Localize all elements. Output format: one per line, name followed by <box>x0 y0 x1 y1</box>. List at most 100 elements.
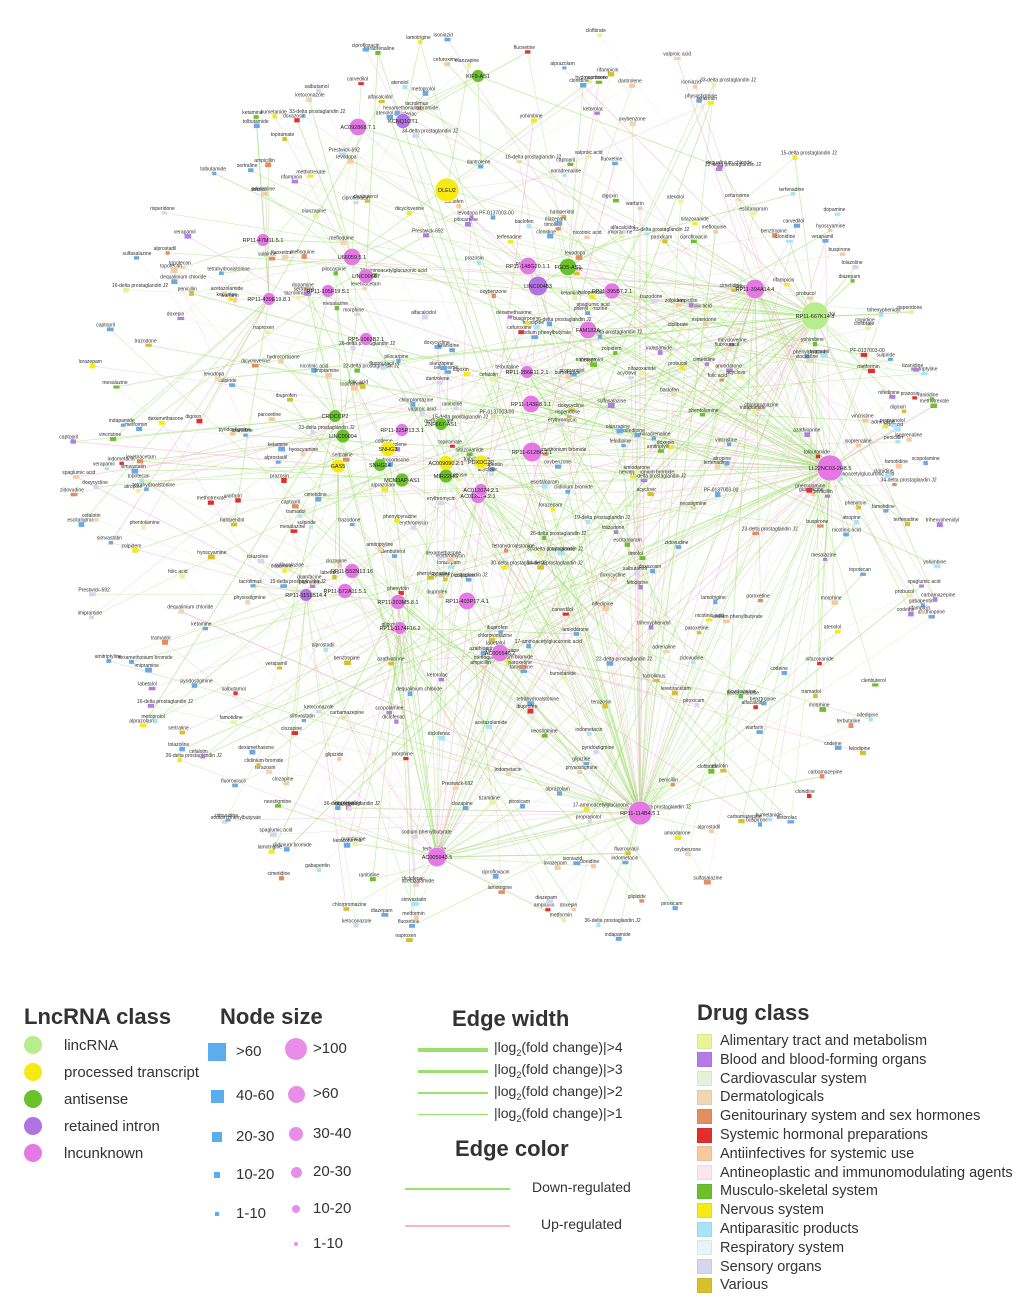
drug-label: codeine <box>375 438 393 444</box>
edge <box>530 373 925 405</box>
edge <box>537 285 825 319</box>
drug-label: nitazoxanide <box>628 366 656 372</box>
edge <box>550 236 816 317</box>
lncrna-class-label: processed transcript <box>64 1063 200 1081</box>
edge <box>397 601 438 854</box>
drug-label: naproxen <box>253 325 274 331</box>
drug-node <box>469 215 474 221</box>
drug-node <box>662 239 668 244</box>
drug-label: 23-delta prostaglandin J2 <box>742 526 798 532</box>
edge <box>436 793 560 858</box>
edge <box>308 99 353 258</box>
lncrna-node <box>359 332 373 346</box>
drug-label: mesalazine <box>102 380 128 386</box>
drug-label: levodopa <box>204 372 225 378</box>
drug-node <box>73 475 80 479</box>
drug-label: 19-delta prostaglandin J2 <box>574 515 630 521</box>
drug-node <box>135 488 141 493</box>
drug-label: glipizide <box>572 757 590 763</box>
edge <box>611 290 908 525</box>
drug-label: tizanidine <box>232 428 253 434</box>
drug-label: PF-0137003-00 <box>480 409 515 415</box>
drug-label: 36-delta prostaglandin J2 <box>324 801 380 807</box>
drug-label: simvastatin <box>121 464 146 470</box>
drug-label: dicycloverine <box>727 689 756 695</box>
edge <box>402 41 421 122</box>
edge <box>355 120 404 203</box>
lncrna-class-swatch <box>24 1090 42 1108</box>
drug-node <box>834 745 842 750</box>
drug-node <box>613 198 619 203</box>
lncrna-label: RP11-403P17.4.1 <box>445 599 488 605</box>
drug-node <box>207 500 214 505</box>
drug-node <box>806 488 813 493</box>
drug-label: 33-delta prostaglandin J2 <box>432 572 488 578</box>
drug-node <box>792 155 798 160</box>
drug-node <box>585 155 592 159</box>
node-size-square <box>215 1212 219 1216</box>
drug-node <box>648 625 654 630</box>
drug-node <box>278 876 285 881</box>
drug-label: 17-aminoacetylglucuronic acid <box>360 268 427 274</box>
lncrna-class-label: lncunknown <box>64 1144 144 1162</box>
drug-label: clofibrate <box>586 28 607 34</box>
drug-label: isoprenaline <box>845 439 872 445</box>
edge <box>91 415 336 618</box>
drug-node <box>300 451 306 457</box>
drug-node <box>266 769 273 775</box>
edge <box>256 125 270 300</box>
lncrna-label: RP11-143E8.1.1 <box>511 402 551 408</box>
edge <box>480 489 525 672</box>
drug-label: doxycycline <box>600 572 626 578</box>
drug-label: tolazoline <box>842 260 863 266</box>
drug-label: tetrahydroalstonine <box>207 266 250 272</box>
lncrna-node <box>438 468 454 484</box>
lncrna-node <box>337 583 353 599</box>
drug-node <box>820 353 828 358</box>
drug-label: pyridostigmine <box>219 427 251 433</box>
edge-color-line <box>405 1225 510 1227</box>
drug-node <box>276 666 283 670</box>
drug-label: zolpidem <box>601 346 621 352</box>
drug-node <box>423 233 430 238</box>
edge <box>527 193 794 267</box>
edge <box>148 590 346 671</box>
edge <box>814 315 905 412</box>
edge <box>545 288 756 455</box>
edge <box>819 467 831 664</box>
lncrna-class-swatch <box>24 1036 42 1054</box>
edge <box>388 627 401 713</box>
drug-node <box>634 469 641 475</box>
drug-node <box>546 321 552 327</box>
edge <box>313 370 336 417</box>
edge <box>139 435 344 462</box>
edge <box>252 585 399 603</box>
edge-color-title: Edge color <box>455 1136 569 1161</box>
drug-label: piroxicam <box>651 234 672 240</box>
drug-label: alfacalcidol <box>742 700 767 706</box>
drug-node <box>406 938 413 942</box>
drug-node <box>312 213 319 219</box>
drug-node <box>738 819 745 824</box>
edge <box>271 601 399 852</box>
drug-node <box>673 56 681 61</box>
drug-node <box>892 482 897 487</box>
drug-label: clonidine <box>579 859 599 865</box>
drug-label: metoprolol <box>580 358 603 364</box>
drug-label: alfacalcidol <box>610 225 635 231</box>
edge <box>639 213 754 814</box>
edge <box>252 465 339 753</box>
edge <box>73 315 816 495</box>
edge <box>415 495 479 837</box>
edge <box>397 601 417 886</box>
edge <box>530 327 869 405</box>
drug-label: carvedilol <box>783 219 804 225</box>
drug-class-swatch <box>697 1089 712 1105</box>
drug-node <box>638 370 645 376</box>
drug-node <box>440 365 447 371</box>
drug-label: clidinium bromide <box>273 842 312 848</box>
edge <box>143 601 399 726</box>
drug-label: 17-aminoacetylglucuronic acid <box>573 802 640 808</box>
drug-label: spaglumic acid <box>62 470 95 476</box>
drug-label: ciprofloxacin <box>342 196 370 202</box>
